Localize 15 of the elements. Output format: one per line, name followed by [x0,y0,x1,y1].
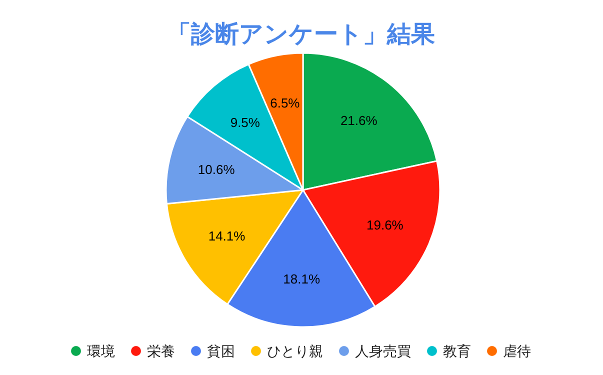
data-label: 14.1% [208,228,246,244]
legend-label: 虐待 [503,343,531,359]
data-label: 6.5% [270,95,300,110]
legend-label: 栄養 [147,343,175,359]
data-label: 21.6% [340,113,378,128]
data-label: 18.1% [283,272,320,287]
legend-label: 貧困 [207,343,235,359]
chart-title: 「診断アンケート」結果 [167,21,435,48]
legend-label: 教育 [443,343,471,359]
data-label: 10.6% [198,162,236,177]
legend-label: 人身売買 [355,343,411,359]
data-label: 9.5% [230,114,260,130]
legend-label: ひとり親 [267,343,323,359]
data-label: 19.6% [366,217,404,232]
legend-label: 環境 [87,343,115,359]
